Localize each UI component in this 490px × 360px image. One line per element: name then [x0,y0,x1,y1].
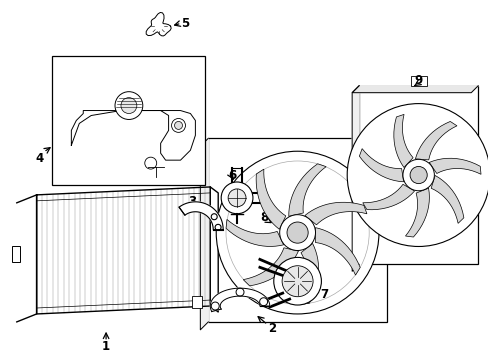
Text: 4: 4 [35,152,44,165]
Polygon shape [179,202,223,230]
Text: 9: 9 [415,74,423,87]
Text: 7: 7 [320,288,328,301]
Polygon shape [72,111,196,160]
Polygon shape [17,195,37,322]
Bar [193,296,202,308]
Polygon shape [146,13,171,36]
Circle shape [403,159,434,191]
Polygon shape [226,220,284,247]
Text: 3: 3 [188,195,196,208]
Polygon shape [416,121,457,160]
Polygon shape [359,149,404,182]
Polygon shape [300,243,318,305]
Circle shape [216,151,379,314]
Polygon shape [429,158,481,174]
Circle shape [347,104,490,247]
Polygon shape [256,169,286,229]
Polygon shape [405,188,429,237]
Polygon shape [210,288,270,311]
Circle shape [121,98,137,113]
Polygon shape [243,248,298,286]
Text: 6: 6 [228,168,236,181]
Circle shape [410,166,427,184]
Bar [193,152,202,164]
Polygon shape [352,86,478,93]
Text: 1: 1 [102,340,110,353]
Polygon shape [316,228,360,275]
Polygon shape [200,138,208,330]
Polygon shape [37,187,210,314]
Circle shape [172,118,185,132]
Circle shape [280,215,316,251]
Polygon shape [210,187,218,312]
Circle shape [174,121,182,129]
Polygon shape [431,175,464,223]
Text: 8: 8 [261,211,269,224]
Circle shape [282,266,313,297]
Circle shape [115,92,143,120]
Circle shape [228,189,246,207]
Circle shape [145,157,157,169]
Bar [51,56,205,185]
Text: 2: 2 [268,322,276,336]
Polygon shape [305,202,367,225]
Polygon shape [289,164,326,216]
Polygon shape [394,114,413,167]
Circle shape [274,257,321,305]
Bar [411,76,427,86]
Circle shape [287,222,308,243]
Circle shape [221,182,253,214]
Bar [12,247,20,262]
Bar [359,86,478,264]
Bar [208,138,387,322]
Text: 5: 5 [181,17,190,30]
Polygon shape [363,184,415,210]
Polygon shape [352,86,359,271]
